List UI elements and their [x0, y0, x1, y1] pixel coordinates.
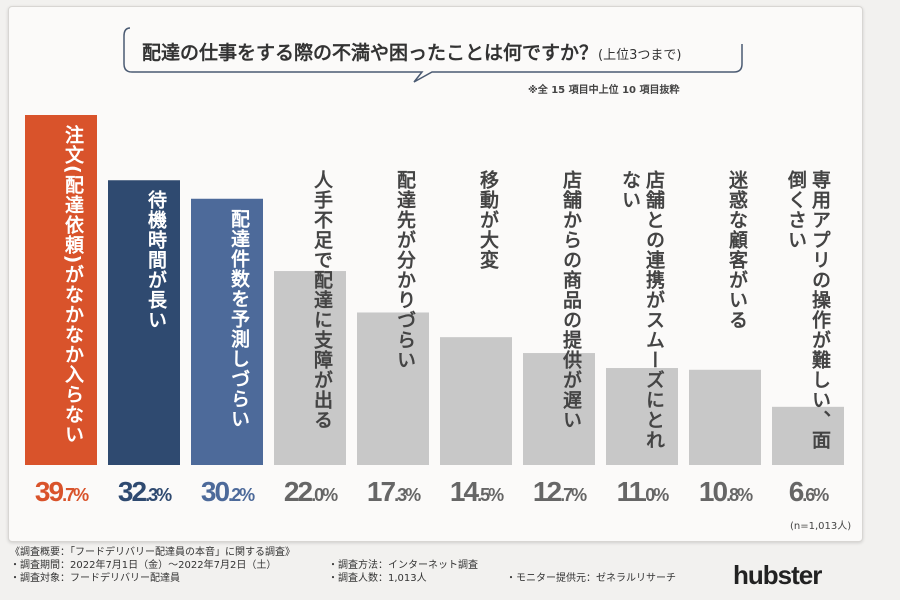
bar-7: [523, 353, 595, 465]
bar-label: 人手不足で配達に支障が出る: [311, 170, 333, 430]
title-bubble: 配達の仕事をする際の不満や困ったことは何ですか？(上位3つまで): [122, 26, 746, 83]
survey-method: ・調査方法：インターネット調査: [328, 560, 478, 571]
bar-label: 注文(配達依頼)がなかなか入らない: [62, 125, 84, 445]
value-label: 12.7%: [532, 476, 587, 507]
value-label: 30.2%: [200, 476, 255, 507]
bar-3: [191, 198, 263, 465]
value-label: 17.3%: [366, 476, 421, 507]
bar-6: [440, 337, 512, 465]
value-label: 14.5%: [449, 476, 504, 507]
bar-2: [108, 180, 180, 465]
bar-label: 待機時間が長い: [145, 190, 167, 331]
value-label: 10.8%: [698, 476, 753, 507]
bar-5: [357, 312, 429, 465]
bar-label: 店舗との連携がスムーズにとれない: [619, 170, 665, 450]
bar-label: 店舗からの商品の提供が遅い: [560, 170, 582, 430]
chart-note: ※全 15 項目中上位 10 項目抜粋: [528, 85, 680, 96]
survey-target: ・調査対象：フードデリバリー配達員: [10, 573, 180, 584]
bar-label: 配達先が分かりづらい: [394, 170, 416, 370]
value-label: 6.6%: [788, 476, 830, 507]
bar-8: [606, 368, 678, 465]
bar-1: [25, 115, 97, 465]
bar-9: [689, 369, 761, 465]
bar-label: 迷惑な顧客がいる: [726, 170, 748, 330]
survey-heading: 《調査概要：「フードデリバリー配達員の本音」に関する調査》: [10, 547, 295, 558]
value-label: 32.3%: [117, 476, 172, 507]
survey-summary: 《調査概要：「フードデリバリー配達員の本音」に関する調査》 ・調査期間：2022…: [10, 546, 676, 585]
bar-10: [772, 406, 844, 465]
survey-period: ・調査期間：2022年7月1日（金）～2022年7月2日（土）: [10, 560, 277, 571]
hubster-logo: hubster: [733, 560, 822, 590]
bar-label: 配達件数を予測しづらい: [228, 208, 250, 429]
value-label: 22.0%: [283, 476, 338, 507]
sample-size: (n=1,013人): [790, 521, 852, 532]
survey-count: ・調査人数：1,013人: [328, 573, 427, 584]
bar-4: [274, 271, 346, 465]
bar-label: 移動が大変: [477, 170, 499, 270]
chart-title: 配達の仕事をする際の不満や困ったことは何ですか？(上位3つまで): [142, 42, 682, 64]
bar-label: 専用アプリの操作が難しい、面倒くさい: [785, 170, 831, 450]
speech-bubble-outline: [123, 27, 743, 83]
value-label: 39.7%: [34, 476, 89, 507]
survey-provider: ・モニター提供元：ゼネラルリサーチ: [506, 573, 676, 584]
value-label: 11.0%: [616, 476, 670, 507]
